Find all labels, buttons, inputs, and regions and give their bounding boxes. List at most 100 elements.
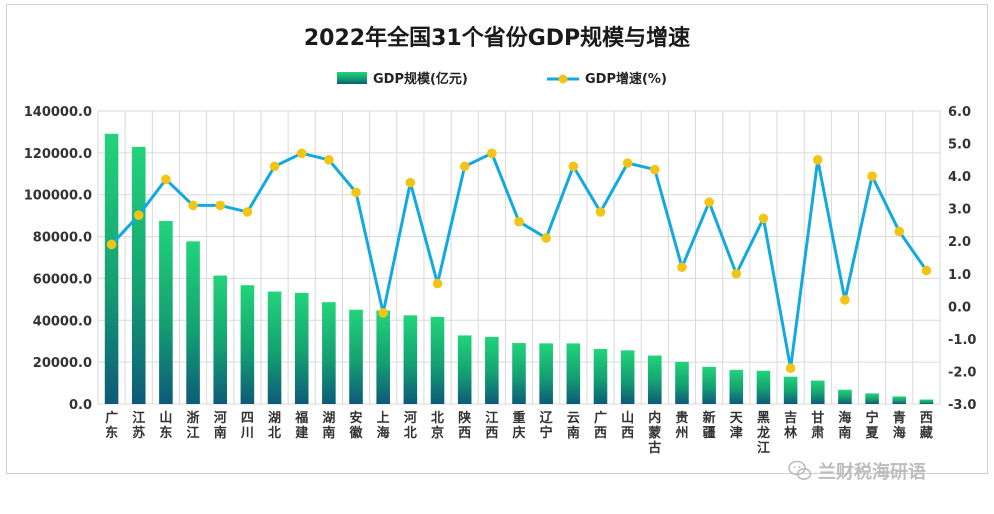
x-category-label: 山西	[621, 410, 634, 441]
growth-point-吉林	[785, 363, 796, 373]
y-right-tick-label: 6.0	[948, 105, 971, 120]
bar-湖南	[322, 302, 336, 404]
growth-point-江苏	[133, 210, 144, 220]
x-category-label: 天津	[730, 411, 744, 441]
x-category-label: 山东	[159, 410, 172, 441]
grid-lines	[97, 110, 941, 405]
growth-point-湖北	[269, 161, 280, 172]
x-category-label: 四川	[240, 411, 254, 441]
growth-point-海南	[840, 295, 850, 305]
watermark: 兰财税海研语	[788, 457, 926, 485]
x-category-label: 青海	[893, 410, 906, 441]
y-left-tick-label: 140000.0	[24, 105, 92, 120]
x-category-label: 甘肃	[811, 410, 824, 441]
x-category-label: 新疆	[703, 410, 716, 441]
growth-point-西藏	[921, 265, 932, 276]
y-left-tick-label: 80000.0	[33, 231, 92, 246]
growth-point-陕西	[459, 161, 470, 172]
bar-河南	[213, 275, 228, 404]
y-left-tick-label: 120000.0	[24, 147, 92, 162]
bar-江苏	[131, 146, 146, 405]
y-right-tick-label: 1.0	[948, 268, 971, 283]
bar-青海	[892, 396, 907, 404]
growth-point-云南	[568, 161, 579, 172]
bar-宁夏	[865, 393, 879, 404]
x-category-label: 黑龙江	[757, 411, 770, 456]
bar-内蒙古	[648, 355, 662, 404]
y-right-tick-label: 3.0	[948, 203, 971, 218]
growth-point-重庆	[514, 216, 524, 227]
growth-point-广东	[106, 239, 117, 250]
x-category-label: 贵州	[674, 410, 688, 441]
growth-point-福建	[296, 148, 307, 159]
watermark-text: 兰财税海研语	[818, 462, 926, 483]
y-left-tick-label: 20000.0	[33, 356, 92, 371]
bar-四川	[240, 285, 255, 404]
legend: GDP规模(亿元) GDP增速(%)	[337, 71, 667, 87]
bar-江西	[485, 336, 499, 404]
growth-point-江西	[487, 148, 497, 159]
y-right-tick-label: -1.0	[948, 333, 976, 348]
legend-line-marker	[558, 74, 568, 84]
y-right-tick-label: -3.0	[948, 398, 976, 413]
growth-point-上海	[378, 308, 388, 318]
x-category-label: 广东	[105, 410, 118, 441]
bar-新疆	[702, 366, 716, 404]
growth-point-山西	[622, 158, 633, 168]
bar-云南	[566, 343, 581, 404]
growth-point-辽宁	[541, 233, 551, 243]
bar-北京	[430, 316, 445, 404]
wechat-icon	[788, 460, 812, 480]
x-category-label: 重庆	[511, 410, 525, 441]
y-axis-right: -3.0 -2.0 -1.0 0.0 1.0 2.0 3.0 4.0 5.0 6.0	[948, 105, 976, 413]
y-right-tick-label: 0.0	[948, 300, 971, 315]
bar-福建	[294, 292, 309, 404]
growth-point-山东	[161, 174, 171, 185]
growth-point-四川	[242, 207, 253, 217]
chart-title: 2022年全国31个省份GDP规模与增速	[304, 25, 690, 51]
y-right-tick-label: 4.0	[948, 170, 971, 185]
bar-重庆	[512, 343, 526, 404]
growth-point-安徽	[351, 187, 361, 198]
bar-安徽	[349, 309, 363, 404]
bar-天津	[729, 369, 744, 404]
bar-贵州	[675, 361, 689, 404]
x-category-label: 河南	[214, 410, 227, 441]
growth-point-浙江	[188, 200, 198, 211]
bar-湖北	[267, 291, 282, 404]
x-category-label: 湖南	[322, 411, 335, 441]
x-category-label: 上海	[377, 411, 390, 441]
y-left-tick-label: 100000.0	[24, 189, 92, 204]
x-category-label: 吉林	[784, 411, 797, 441]
legend-bar-label: GDP规模(亿元)	[373, 71, 468, 87]
y-left-tick-label: 0.0	[69, 398, 92, 413]
x-axis: 广东江苏山东浙江河南四川湖北福建湖南安徽上海河北北京陕西江西重庆辽宁云南广西山西…	[105, 410, 933, 456]
bar-陕西	[457, 335, 472, 404]
growth-point-湖南	[324, 155, 334, 165]
x-category-label: 内蒙古	[648, 410, 661, 456]
growth-point-新疆	[704, 197, 714, 207]
chart-svg: 2022年全国31个省份GDP规模与增速 GDP规模(亿元) GDP增速(%) 0…	[24, 25, 977, 456]
bar-山东	[159, 221, 173, 404]
x-category-label: 江苏	[132, 410, 145, 441]
bar-山西	[620, 350, 635, 404]
x-category-label: 安徽	[349, 410, 364, 441]
bar-吉林	[783, 376, 798, 404]
growth-point-河北	[405, 177, 416, 188]
growth-point-内蒙古	[650, 164, 660, 175]
x-category-label: 河北	[404, 410, 417, 441]
bar-海南	[838, 389, 852, 404]
y-left-tick-label: 40000.0	[33, 314, 92, 329]
legend-bar-swatch	[337, 72, 367, 84]
bar-黑龙江	[756, 370, 771, 404]
x-category-label: 陕西	[458, 410, 472, 441]
line-series	[106, 148, 932, 373]
x-category-label: 江西	[485, 410, 498, 441]
bar-辽宁	[539, 343, 553, 404]
x-category-label: 云南	[567, 411, 580, 441]
bar-河北	[403, 315, 418, 404]
growth-point-甘肃	[812, 155, 823, 165]
bar-浙江	[186, 241, 200, 404]
bar-甘肃	[810, 380, 825, 404]
growth-point-黑龙江	[758, 213, 769, 224]
